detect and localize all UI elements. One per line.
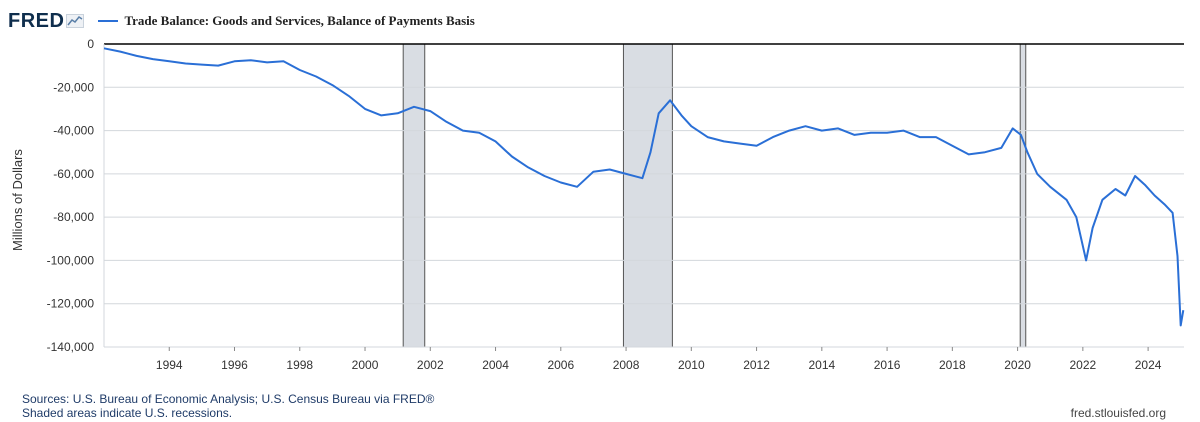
legend-swatch — [98, 20, 119, 22]
gridlines-layer — [103, 43, 1184, 348]
y-tick-label: -120,000 — [47, 297, 95, 311]
chart-legend: Trade Balance: Goods and Services, Balan… — [98, 13, 475, 29]
chart-header: FRED Trade Balance: Goods and Services, … — [8, 8, 475, 34]
x-tick-label: 2006 — [547, 358, 574, 372]
x-tick-label: 2024 — [1135, 358, 1162, 372]
sources-text: Sources: U.S. Bureau of Economic Analysi… — [22, 392, 435, 406]
x-tick-label: 2008 — [613, 358, 640, 372]
y-tick-label: -80,000 — [53, 210, 94, 224]
x-tick-label: 1998 — [286, 358, 313, 372]
recession-band-1 — [623, 44, 673, 347]
x-tick-label: 2022 — [1070, 358, 1097, 372]
recession-band-2 — [1020, 44, 1026, 347]
x-axis-ticks: 1994 1996 1998 2000 2002 2004 2006 2008 2010 2012… — [156, 347, 1162, 372]
fred-logo[interactable]: FRED — [8, 9, 85, 33]
y-axis-label: Millions of Dollars — [10, 149, 25, 251]
x-tick-label: 2010 — [678, 358, 705, 372]
y-tick-label: -140,000 — [47, 340, 95, 354]
x-tick-label: 2000 — [352, 358, 379, 372]
x-tick-label: 1996 — [221, 358, 248, 372]
y-tick-label: 0 — [87, 37, 94, 51]
x-tick-label: 2016 — [874, 358, 901, 372]
line-chart-icon — [66, 14, 85, 28]
x-tick-label: 1994 — [156, 358, 183, 372]
x-tick-label: 2004 — [482, 358, 509, 372]
series-line-0 — [103, 47, 1185, 327]
y-tick-label: -60,000 — [53, 167, 94, 181]
recession-band-0 — [403, 44, 425, 347]
y-tick-label: -100,000 — [47, 253, 95, 267]
site-link[interactable]: fred.stlouisfed.org — [1070, 406, 1166, 420]
recession-note: Shaded areas indicate U.S. recessions. — [22, 406, 233, 420]
logo-text: FRED — [8, 9, 65, 32]
x-tick-label: 2002 — [417, 358, 444, 372]
x-tick-label: 2014 — [808, 358, 835, 372]
series-layer — [103, 47, 1185, 327]
x-tick-label: 2012 — [743, 358, 770, 372]
y-tick-label: -20,000 — [53, 80, 94, 94]
y-axis-ticks: 0 -20,000 -40,000 -60,000 -80,000 -100,000 -12… — [47, 37, 95, 354]
legend-label: Trade Balance: Goods and Services, Balan… — [124, 13, 475, 28]
x-tick-label: 2020 — [1004, 358, 1031, 372]
chart-footer-notes: Sources: U.S. Bureau of Economic Analysi… — [22, 392, 434, 420]
x-tick-label: 2018 — [939, 358, 966, 372]
y-tick-label: -40,000 — [53, 124, 94, 138]
recession-shading-layer — [402, 44, 1027, 347]
